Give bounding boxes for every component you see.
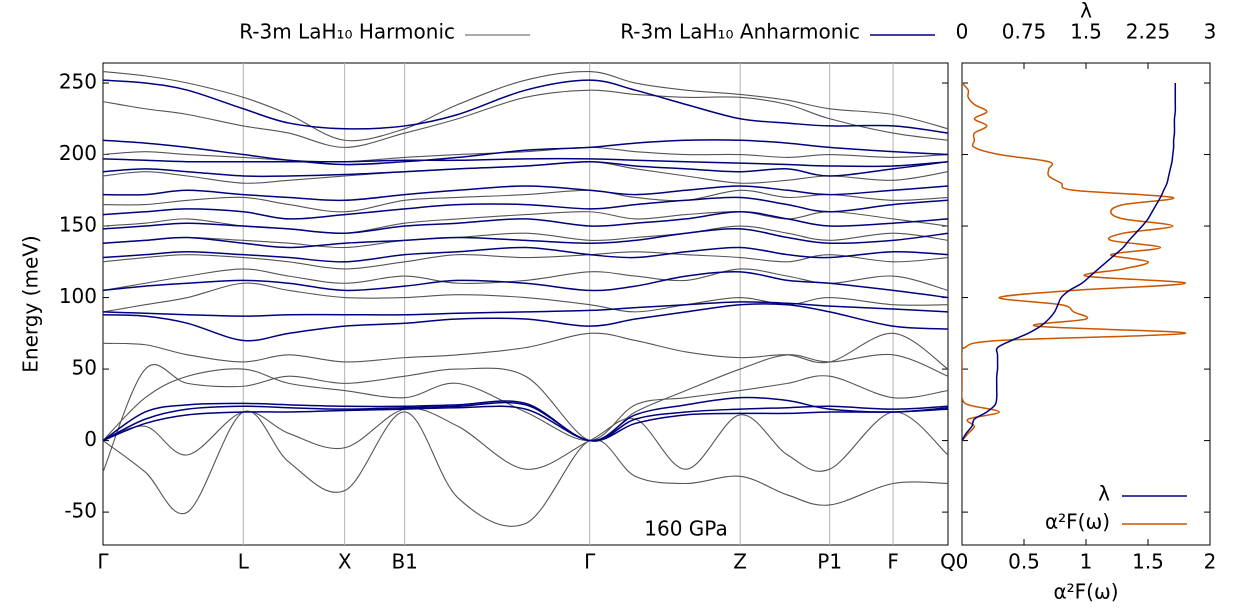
legend-label: λ	[1098, 482, 1110, 506]
band-line	[102, 396, 949, 442]
band-line	[102, 332, 949, 370]
band-line	[102, 161, 949, 184]
band-line	[102, 353, 949, 473]
band-line	[102, 185, 949, 202]
band-line	[102, 368, 949, 442]
band-line	[102, 146, 949, 163]
band-line	[102, 71, 949, 142]
x-tick-label: 1	[1080, 550, 1093, 574]
x2-tick-label: 3	[1204, 20, 1217, 44]
legend-label: R-3m LaH₁₀ Harmonic	[239, 20, 455, 44]
band-line	[102, 157, 949, 168]
band-line	[102, 79, 949, 134]
x2-tick-label: 0	[956, 20, 969, 44]
y-axis-label: Energy (meV)	[19, 235, 43, 372]
band-line	[102, 189, 949, 213]
x-tick-label: 0	[956, 550, 969, 574]
x-tick-label: 0.5	[1008, 550, 1040, 574]
spectral-line	[962, 82, 1186, 442]
x-tick-label: Γ	[97, 550, 109, 574]
y-tick-label: 200	[59, 141, 97, 165]
band-line	[102, 228, 949, 249]
x2-tick-label: 1.5	[1070, 20, 1102, 44]
band-line	[102, 270, 949, 299]
band-line	[102, 407, 949, 472]
band-line	[102, 251, 949, 270]
y-tick-label: -50	[64, 499, 97, 523]
x-tick-label: L	[238, 550, 250, 574]
x-tick-label: F	[887, 550, 899, 574]
band-line	[102, 196, 949, 220]
x-tick-label: Z	[733, 550, 747, 574]
band-line	[102, 401, 949, 442]
x2-axis-label: λ	[1080, 0, 1092, 23]
x-tick-label: P1	[817, 550, 842, 574]
band-line	[102, 89, 949, 148]
band-line	[102, 139, 949, 166]
band-line	[102, 225, 949, 249]
band-line	[102, 410, 949, 527]
x-tick-label: B1	[391, 550, 417, 574]
band-line	[102, 301, 949, 317]
y-tick-label: 250	[59, 70, 97, 94]
legend-label: α²F(ω)	[1045, 510, 1110, 534]
y-tick-label: 150	[59, 213, 97, 237]
band-line	[102, 210, 949, 234]
x2-tick-label: 2.25	[1126, 20, 1171, 44]
x-axis-label: α²F(ω)	[1053, 580, 1118, 604]
y-tick-label: 100	[59, 284, 97, 308]
band-line	[102, 282, 949, 313]
band-line	[102, 405, 949, 442]
x-tick-label: X	[338, 550, 352, 574]
band-line	[102, 303, 949, 342]
x-tick-label: 1.5	[1132, 550, 1164, 574]
band-line	[102, 268, 949, 291]
x-tick-label: 2	[1204, 550, 1217, 574]
legend-label: R-3m LaH₁₀ Anharmonic	[620, 20, 860, 44]
x-tick-label: Q	[940, 550, 956, 574]
y-tick-label: 0	[84, 427, 97, 451]
annotation: 160 GPa	[644, 517, 727, 541]
x-tick-label: Γ	[584, 550, 596, 574]
band-line	[102, 211, 949, 234]
band-line	[102, 160, 949, 178]
right-plot-frame	[961, 62, 1211, 546]
band-line	[102, 246, 949, 263]
x2-tick-label: 0.75	[1002, 20, 1047, 44]
left-plot-frame	[102, 62, 949, 546]
spectral-line	[962, 83, 1177, 441]
y-tick-label: 50	[72, 356, 97, 380]
